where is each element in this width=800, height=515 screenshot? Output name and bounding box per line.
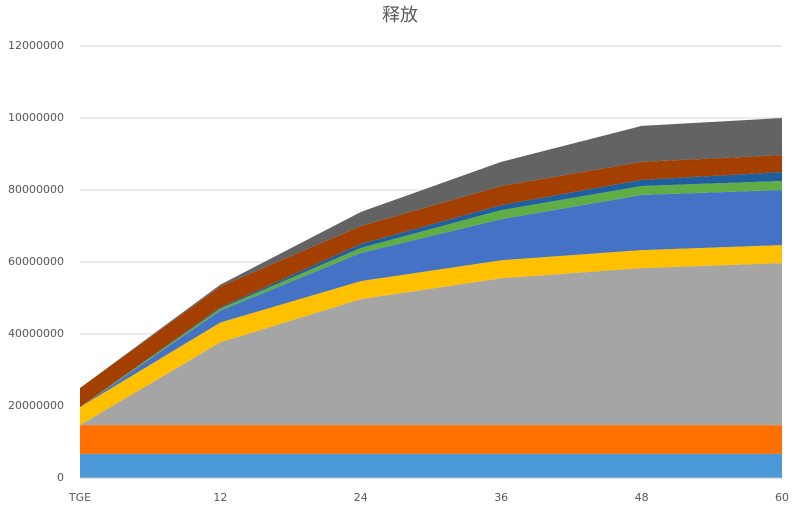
area (80, 245, 782, 426)
x-tick-label: 60 (775, 491, 789, 504)
x-tick-label: 24 (354, 491, 368, 504)
x-tick-label: 48 (635, 491, 649, 504)
area (80, 425, 782, 454)
chart-title: 释放 (382, 5, 418, 26)
area (80, 263, 782, 426)
x-tick-label: 12 (213, 491, 227, 504)
area (80, 190, 782, 408)
y-tick-label: 80000000 (8, 183, 64, 196)
area (80, 118, 782, 388)
y-tick-label: 60000000 (8, 255, 64, 268)
y-tick-label: 0 (57, 471, 64, 484)
x-tick-label: 36 (494, 491, 508, 504)
area (80, 453, 782, 478)
y-tick-label: 40000000 (8, 327, 64, 340)
y-tick-label: 10000000 (8, 111, 64, 124)
x-tick-label: TGE (68, 491, 91, 504)
y-tick-label: 20000000 (8, 399, 64, 412)
y-tick-label: 12000000 (8, 39, 64, 52)
